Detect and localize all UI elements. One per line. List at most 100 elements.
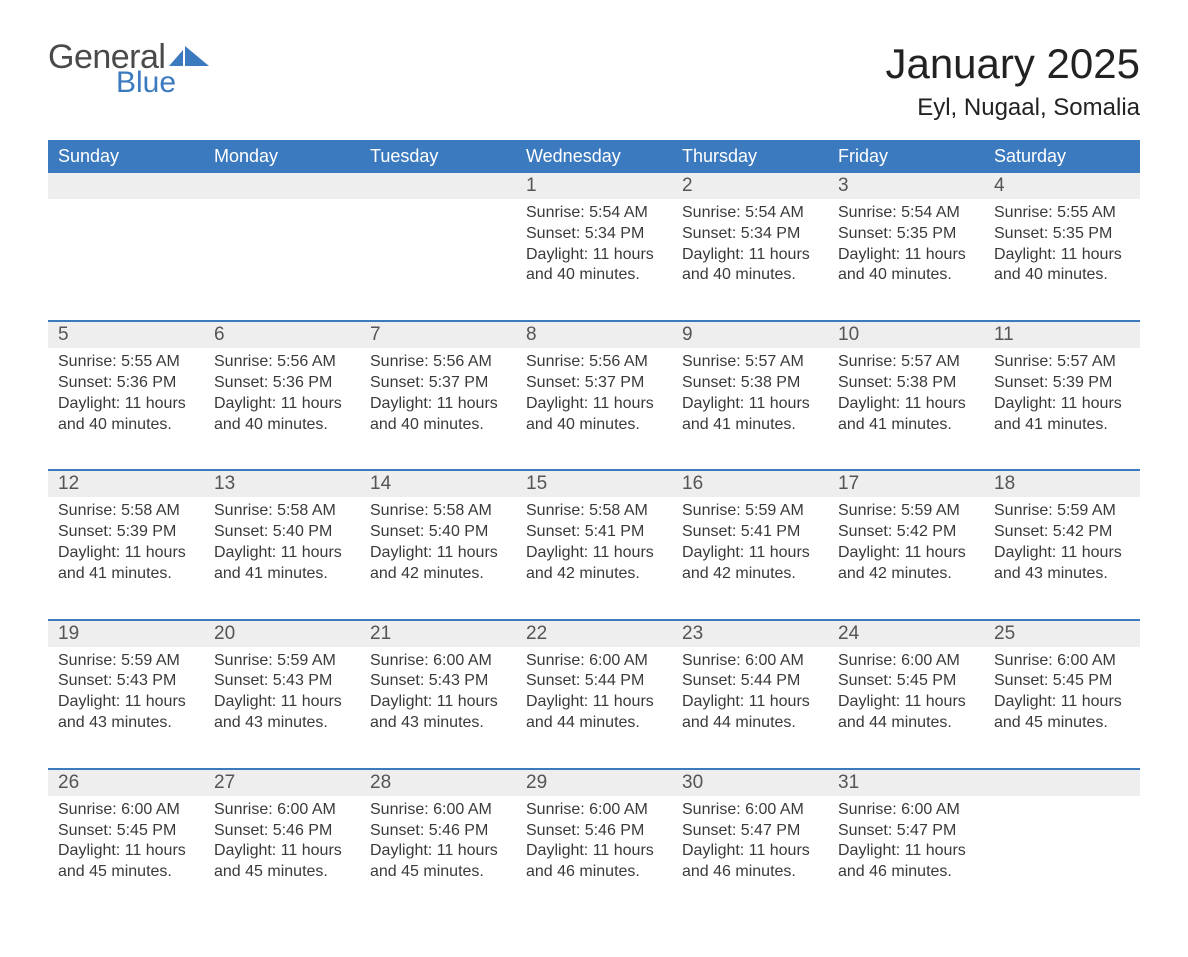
sunset-line: Sunset: 5:40 PM bbox=[214, 522, 350, 543]
day-details: Sunrise: 6:00 AMSunset: 5:46 PMDaylight:… bbox=[516, 796, 672, 917]
weekday-header: Tuesday bbox=[360, 140, 516, 173]
day-number-row: 567891011 bbox=[48, 320, 1140, 348]
weekday-header: Thursday bbox=[672, 140, 828, 173]
sunset-line: Sunset: 5:42 PM bbox=[994, 522, 1130, 543]
sunset-line: Sunset: 5:45 PM bbox=[994, 671, 1130, 692]
day-details: Sunrise: 5:57 AMSunset: 5:38 PMDaylight:… bbox=[828, 348, 984, 469]
daylight-line: Daylight: 11 hours and 40 minutes. bbox=[994, 245, 1130, 287]
day-number: 19 bbox=[48, 621, 204, 647]
daylight-line: Daylight: 11 hours and 42 minutes. bbox=[526, 543, 662, 585]
sunrise-line: Sunrise: 5:56 AM bbox=[526, 352, 662, 373]
day-details: Sunrise: 5:58 AMSunset: 5:39 PMDaylight:… bbox=[48, 497, 204, 618]
day-details: Sunrise: 5:55 AMSunset: 5:36 PMDaylight:… bbox=[48, 348, 204, 469]
sunrise-line: Sunrise: 6:00 AM bbox=[838, 800, 974, 821]
sunset-line: Sunset: 5:35 PM bbox=[994, 224, 1130, 245]
sunrise-line: Sunrise: 5:54 AM bbox=[682, 203, 818, 224]
day-details: Sunrise: 5:56 AMSunset: 5:36 PMDaylight:… bbox=[204, 348, 360, 469]
daylight-line: Daylight: 11 hours and 41 minutes. bbox=[994, 394, 1130, 436]
day-details: Sunrise: 5:57 AMSunset: 5:38 PMDaylight:… bbox=[672, 348, 828, 469]
day-details: Sunrise: 6:00 AMSunset: 5:47 PMDaylight:… bbox=[672, 796, 828, 917]
sunrise-line: Sunrise: 5:57 AM bbox=[994, 352, 1130, 373]
daylight-line: Daylight: 11 hours and 43 minutes. bbox=[58, 692, 194, 734]
daylight-line: Daylight: 11 hours and 44 minutes. bbox=[526, 692, 662, 734]
sunrise-line: Sunrise: 5:59 AM bbox=[214, 651, 350, 672]
sunrise-line: Sunrise: 5:55 AM bbox=[994, 203, 1130, 224]
sunrise-line: Sunrise: 5:59 AM bbox=[994, 501, 1130, 522]
daylight-line: Daylight: 11 hours and 40 minutes. bbox=[58, 394, 194, 436]
daylight-line: Daylight: 11 hours and 40 minutes. bbox=[526, 394, 662, 436]
weekday-header: Wednesday bbox=[516, 140, 672, 173]
sunset-line: Sunset: 5:34 PM bbox=[682, 224, 818, 245]
day-details: Sunrise: 5:59 AMSunset: 5:42 PMDaylight:… bbox=[984, 497, 1140, 618]
day-details-row: Sunrise: 5:58 AMSunset: 5:39 PMDaylight:… bbox=[48, 497, 1140, 618]
day-details: Sunrise: 5:59 AMSunset: 5:41 PMDaylight:… bbox=[672, 497, 828, 618]
day-number: 15 bbox=[516, 471, 672, 497]
day-number: 2 bbox=[672, 173, 828, 199]
day-number: 6 bbox=[204, 322, 360, 348]
sunrise-line: Sunrise: 6:00 AM bbox=[370, 800, 506, 821]
sunset-line: Sunset: 5:43 PM bbox=[214, 671, 350, 692]
weekday-header: Sunday bbox=[48, 140, 204, 173]
sunrise-line: Sunrise: 6:00 AM bbox=[838, 651, 974, 672]
sunset-line: Sunset: 5:43 PM bbox=[370, 671, 506, 692]
day-details-row: Sunrise: 6:00 AMSunset: 5:45 PMDaylight:… bbox=[48, 796, 1140, 917]
sunset-line: Sunset: 5:45 PM bbox=[838, 671, 974, 692]
daylight-line: Daylight: 11 hours and 45 minutes. bbox=[370, 841, 506, 883]
weekday-header: Monday bbox=[204, 140, 360, 173]
weekday-header: Friday bbox=[828, 140, 984, 173]
sunset-line: Sunset: 5:46 PM bbox=[214, 821, 350, 842]
day-details: Sunrise: 6:00 AMSunset: 5:47 PMDaylight:… bbox=[828, 796, 984, 917]
day-number: 12 bbox=[48, 471, 204, 497]
day-number: 5 bbox=[48, 322, 204, 348]
day-number: 21 bbox=[360, 621, 516, 647]
day-number bbox=[204, 173, 360, 199]
sunset-line: Sunset: 5:43 PM bbox=[58, 671, 194, 692]
location-label: Eyl, Nugaal, Somalia bbox=[885, 94, 1140, 122]
day-number: 11 bbox=[984, 322, 1140, 348]
daylight-line: Daylight: 11 hours and 46 minutes. bbox=[682, 841, 818, 883]
sunrise-line: Sunrise: 6:00 AM bbox=[994, 651, 1130, 672]
day-details: Sunrise: 5:59 AMSunset: 5:42 PMDaylight:… bbox=[828, 497, 984, 618]
weekday-header: Saturday bbox=[984, 140, 1140, 173]
brand-logo: General Blue bbox=[48, 40, 209, 98]
day-details: Sunrise: 5:58 AMSunset: 5:41 PMDaylight:… bbox=[516, 497, 672, 618]
day-number: 22 bbox=[516, 621, 672, 647]
day-number: 20 bbox=[204, 621, 360, 647]
daylight-line: Daylight: 11 hours and 41 minutes. bbox=[214, 543, 350, 585]
sunrise-line: Sunrise: 6:00 AM bbox=[370, 651, 506, 672]
day-details: Sunrise: 5:58 AMSunset: 5:40 PMDaylight:… bbox=[204, 497, 360, 618]
daylight-line: Daylight: 11 hours and 46 minutes. bbox=[838, 841, 974, 883]
sunset-line: Sunset: 5:41 PM bbox=[682, 522, 818, 543]
sunrise-line: Sunrise: 6:00 AM bbox=[682, 800, 818, 821]
sunset-line: Sunset: 5:42 PM bbox=[838, 522, 974, 543]
sunrise-line: Sunrise: 5:58 AM bbox=[370, 501, 506, 522]
day-number: 25 bbox=[984, 621, 1140, 647]
day-details: Sunrise: 5:58 AMSunset: 5:40 PMDaylight:… bbox=[360, 497, 516, 618]
sunrise-line: Sunrise: 5:59 AM bbox=[838, 501, 974, 522]
day-details: Sunrise: 5:54 AMSunset: 5:34 PMDaylight:… bbox=[672, 199, 828, 320]
sunrise-line: Sunrise: 5:54 AM bbox=[526, 203, 662, 224]
sunrise-line: Sunrise: 5:59 AM bbox=[682, 501, 818, 522]
sunset-line: Sunset: 5:39 PM bbox=[994, 373, 1130, 394]
day-number: 3 bbox=[828, 173, 984, 199]
day-details: Sunrise: 6:00 AMSunset: 5:44 PMDaylight:… bbox=[516, 647, 672, 768]
day-details: Sunrise: 5:59 AMSunset: 5:43 PMDaylight:… bbox=[48, 647, 204, 768]
day-number: 10 bbox=[828, 322, 984, 348]
page-header: General Blue January 2025 Eyl, Nugaal, S… bbox=[48, 40, 1140, 122]
day-details: Sunrise: 6:00 AMSunset: 5:44 PMDaylight:… bbox=[672, 647, 828, 768]
day-number: 1 bbox=[516, 173, 672, 199]
sunset-line: Sunset: 5:40 PM bbox=[370, 522, 506, 543]
day-number: 8 bbox=[516, 322, 672, 348]
sunset-line: Sunset: 5:47 PM bbox=[838, 821, 974, 842]
day-number: 7 bbox=[360, 322, 516, 348]
day-number: 27 bbox=[204, 770, 360, 796]
day-details: Sunrise: 5:54 AMSunset: 5:35 PMDaylight:… bbox=[828, 199, 984, 320]
day-details: Sunrise: 6:00 AMSunset: 5:46 PMDaylight:… bbox=[360, 796, 516, 917]
day-details bbox=[360, 199, 516, 320]
sunrise-line: Sunrise: 5:54 AM bbox=[838, 203, 974, 224]
day-number bbox=[984, 770, 1140, 796]
day-details-row: Sunrise: 5:59 AMSunset: 5:43 PMDaylight:… bbox=[48, 647, 1140, 768]
sunset-line: Sunset: 5:44 PM bbox=[682, 671, 818, 692]
day-number: 16 bbox=[672, 471, 828, 497]
sunset-line: Sunset: 5:44 PM bbox=[526, 671, 662, 692]
